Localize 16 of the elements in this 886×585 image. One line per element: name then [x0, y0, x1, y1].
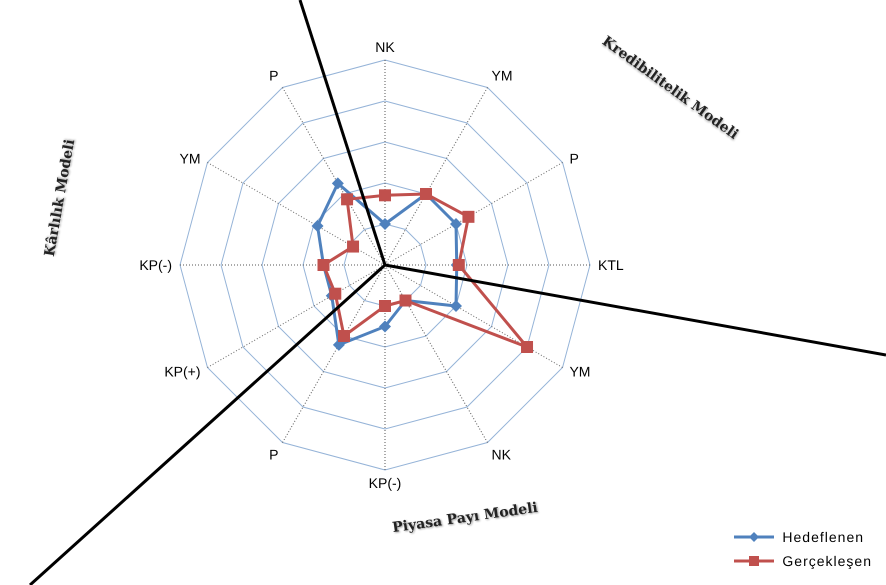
spoke-label: KP(+) — [164, 363, 201, 380]
spoke-label: KP(-) — [139, 256, 172, 273]
spoke-label: P — [269, 68, 278, 84]
spoke-label: YM — [492, 68, 512, 84]
legend-label: Gerçekleşen — [782, 553, 872, 569]
spoke-label: YM — [180, 150, 201, 166]
spoke-label: P — [569, 150, 579, 166]
spoke-label: NK — [492, 446, 512, 462]
text: Piyasa Payı Modeli — [390, 498, 540, 538]
legend-label: Hedeflenen — [782, 529, 864, 545]
spoke-label: YM — [569, 363, 590, 380]
spoke-label: P — [269, 446, 278, 462]
spoke-label: KP(-) — [368, 474, 402, 491]
text: Kârlılık Modeli — [40, 137, 80, 260]
spoke-label: NK — [375, 39, 396, 55]
spoke-label: KTL — [598, 256, 624, 273]
